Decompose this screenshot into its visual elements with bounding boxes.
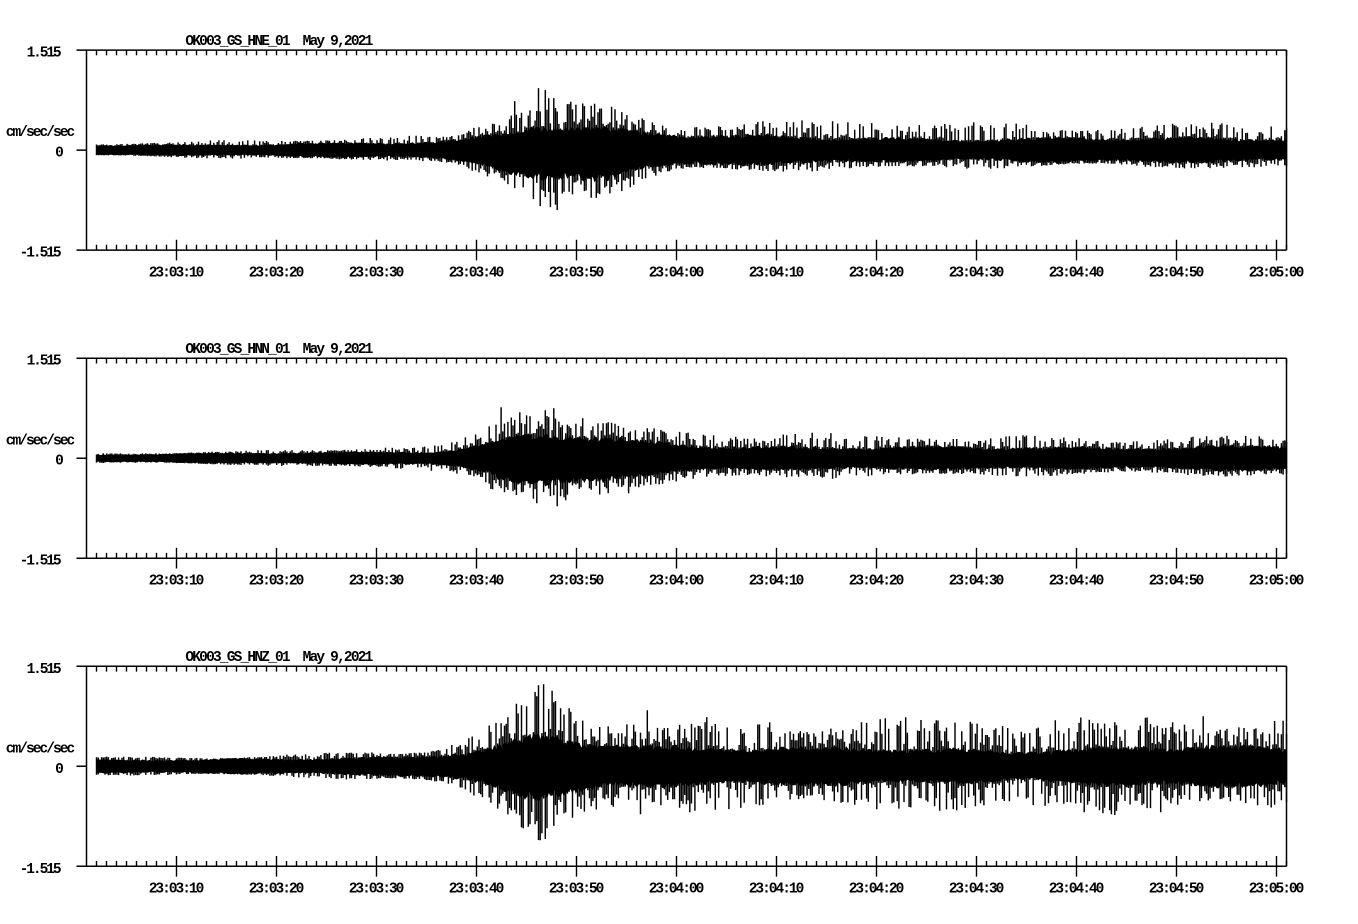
svg-text:23:03:10: 23:03:10 xyxy=(149,882,205,898)
svg-text:23:05:00: 23:05:00 xyxy=(1249,882,1305,898)
svg-text:23:04:40: 23:04:40 xyxy=(1049,266,1105,282)
svg-text:OK003_GS_HNN_01 May 9,2021: OK003_GS_HNN_01 May 9,2021 xyxy=(185,342,373,358)
svg-text:cm/sec/sec: cm/sec/sec xyxy=(6,741,75,757)
svg-text:OK003_GS_HNZ_01 May 9,2021: OK003_GS_HNZ_01 May 9,2021 xyxy=(185,650,373,666)
svg-text:23:04:10: 23:04:10 xyxy=(749,266,805,282)
svg-text:23:04:10: 23:04:10 xyxy=(749,574,805,590)
svg-text:0: 0 xyxy=(55,146,64,162)
svg-text:23:04:10: 23:04:10 xyxy=(749,882,805,898)
svg-text:23:03:20: 23:03:20 xyxy=(249,266,305,282)
svg-text:23:04:20: 23:04:20 xyxy=(849,266,905,282)
svg-text:23:04:00: 23:04:00 xyxy=(649,574,705,590)
svg-text:23:04:30: 23:04:30 xyxy=(949,266,1005,282)
svg-text:23:03:50: 23:03:50 xyxy=(549,266,605,282)
svg-text:23:04:30: 23:04:30 xyxy=(949,882,1005,898)
svg-text:23:04:20: 23:04:20 xyxy=(849,882,905,898)
svg-text:23:03:50: 23:03:50 xyxy=(549,574,605,590)
svg-text:0: 0 xyxy=(55,762,64,778)
svg-text:23:03:30: 23:03:30 xyxy=(349,882,405,898)
svg-text:23:04:20: 23:04:20 xyxy=(849,574,905,590)
svg-text:23:05:00: 23:05:00 xyxy=(1249,266,1305,282)
svg-text:cm/sec/sec: cm/sec/sec xyxy=(6,125,75,141)
svg-text:23:03:40: 23:03:40 xyxy=(449,574,505,590)
svg-text:23:04:00: 23:04:00 xyxy=(649,266,705,282)
svg-text:23:03:10: 23:03:10 xyxy=(149,574,205,590)
svg-text:23:04:50: 23:04:50 xyxy=(1149,574,1205,590)
svg-text:-1.515: -1.515 xyxy=(20,862,62,878)
svg-text:23:03:30: 23:03:30 xyxy=(349,266,405,282)
svg-text:23:04:50: 23:04:50 xyxy=(1149,882,1205,898)
svg-text:23:03:20: 23:03:20 xyxy=(249,574,305,590)
svg-text:1.515: 1.515 xyxy=(27,354,62,370)
svg-text:23:03:20: 23:03:20 xyxy=(249,882,305,898)
svg-text:1.515: 1.515 xyxy=(27,662,62,678)
svg-text:23:05:00: 23:05:00 xyxy=(1249,574,1305,590)
svg-text:1.515: 1.515 xyxy=(27,46,62,62)
svg-text:-1.515: -1.515 xyxy=(20,554,62,570)
svg-text:0: 0 xyxy=(55,454,64,470)
svg-text:23:03:40: 23:03:40 xyxy=(449,266,505,282)
svg-text:23:03:50: 23:03:50 xyxy=(549,882,605,898)
svg-text:OK003_GS_HNE_01 May 9,2021: OK003_GS_HNE_01 May 9,2021 xyxy=(185,34,373,50)
svg-text:cm/sec/sec: cm/sec/sec xyxy=(6,433,75,449)
svg-text:23:04:50: 23:04:50 xyxy=(1149,266,1205,282)
svg-text:23:03:40: 23:03:40 xyxy=(449,882,505,898)
svg-text:23:04:00: 23:04:00 xyxy=(649,882,705,898)
svg-text:23:03:10: 23:03:10 xyxy=(149,266,205,282)
svg-text:23:04:40: 23:04:40 xyxy=(1049,574,1105,590)
svg-text:23:03:30: 23:03:30 xyxy=(349,574,405,590)
svg-text:23:04:30: 23:04:30 xyxy=(949,574,1005,590)
svg-text:-1.515: -1.515 xyxy=(20,246,62,262)
svg-text:23:04:40: 23:04:40 xyxy=(1049,882,1105,898)
